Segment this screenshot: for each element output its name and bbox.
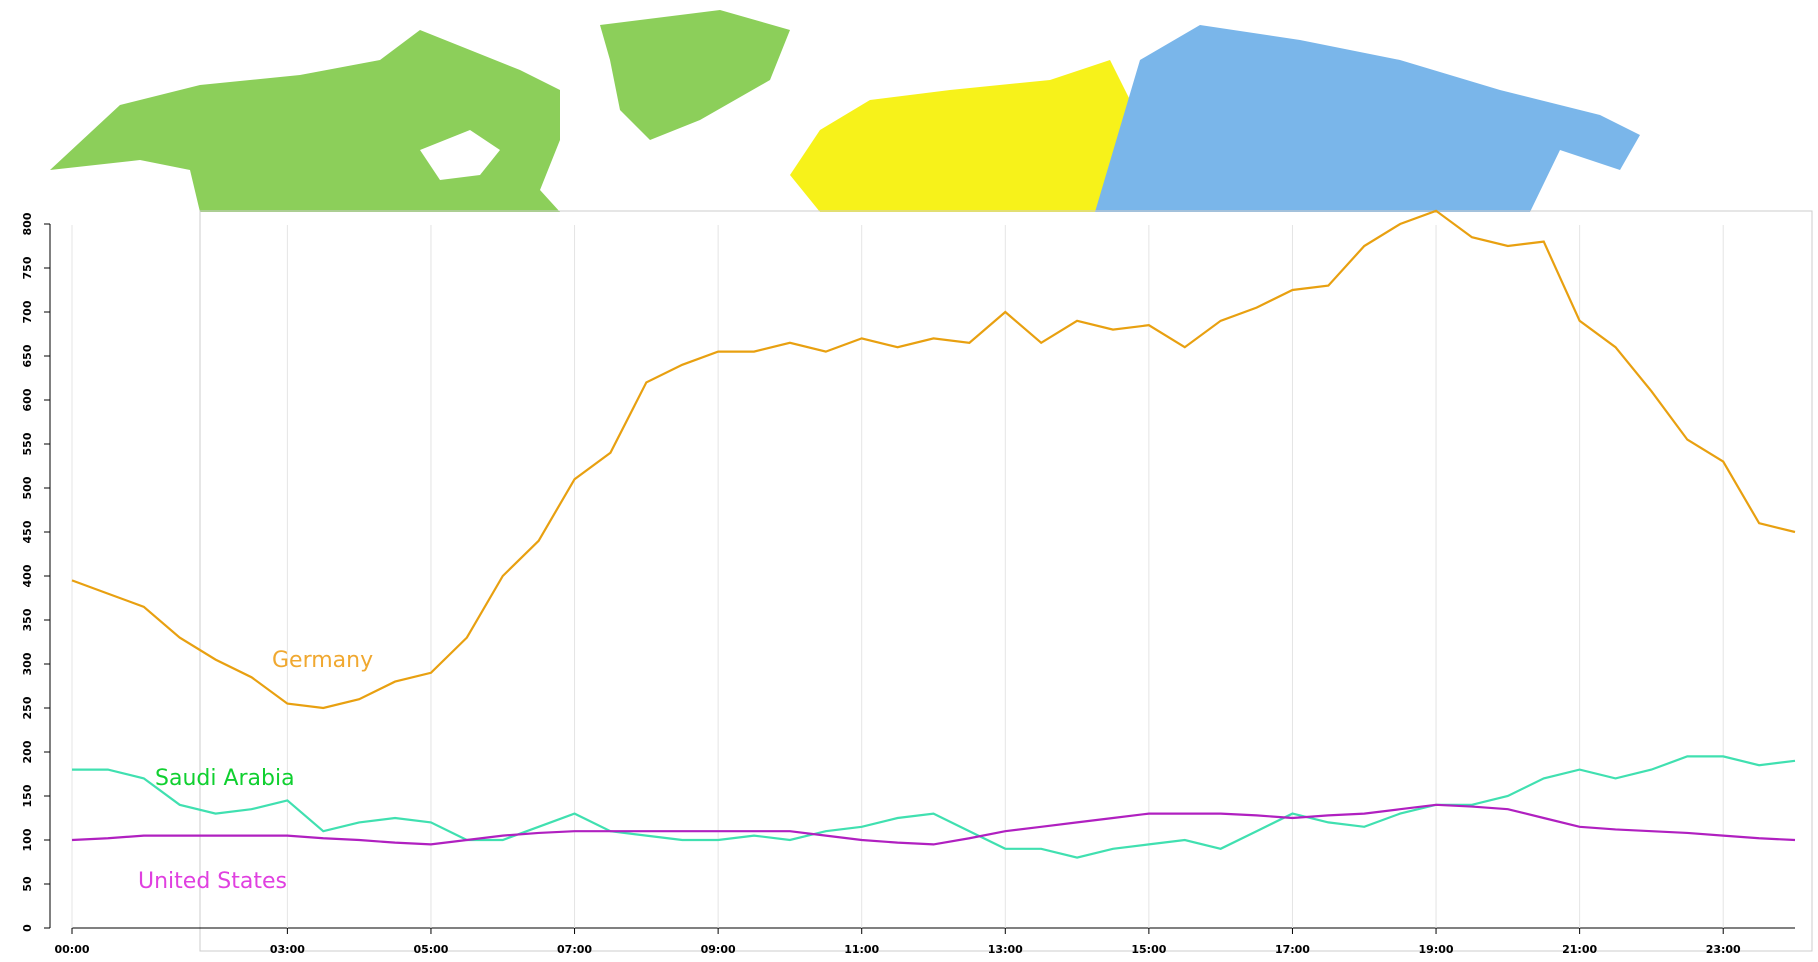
series-line	[71, 209, 1796, 710]
x-tick-label: 17:00	[1275, 943, 1310, 956]
y-tick-label: 700	[21, 300, 34, 323]
x-tick-label: 07:00	[557, 943, 592, 956]
y-tick-label: 100	[21, 828, 34, 851]
series-label: United States	[138, 869, 287, 894]
x-tick-label: 03:00	[270, 943, 305, 956]
y-tick-label: 750	[21, 256, 34, 279]
x-tick-label: 21:00	[1562, 943, 1597, 956]
y-tick-label: 650	[21, 344, 34, 367]
x-tick-label: 15:00	[1131, 943, 1166, 956]
plot-frame	[199, 210, 1813, 952]
y-tick-label: 500	[21, 476, 34, 499]
y-tick-label: 400	[21, 564, 34, 587]
y-tick-label: 300	[21, 652, 34, 675]
y-tick-label: 800	[21, 212, 34, 235]
y-tick-label: 0	[21, 924, 34, 932]
world-map	[50, 10, 1640, 212]
series-label: Saudi Arabia	[155, 766, 295, 791]
y-tick-label: 250	[21, 696, 34, 719]
y-tick-label: 200	[21, 740, 34, 763]
y-tick-label: 550	[21, 432, 34, 455]
x-tick-label: 13:00	[988, 943, 1023, 956]
y-tick-label: 150	[21, 784, 34, 807]
series-label: Germany	[272, 648, 373, 673]
series-line	[72, 755, 1796, 859]
x-tick-label: 11:00	[844, 943, 879, 956]
x-tick-label: 19:00	[1419, 943, 1454, 956]
series-line	[71, 803, 1796, 846]
y-tick-label: 350	[21, 608, 34, 631]
y-tick-label: 600	[21, 388, 34, 411]
y-tick-label: 450	[21, 520, 34, 543]
x-tick-label: 05:00	[413, 943, 448, 956]
x-tick-label: 09:00	[701, 943, 736, 956]
x-tick-label: 00:00	[54, 943, 89, 956]
y-tick-label: 50	[21, 876, 34, 892]
x-tick-label: 23:00	[1706, 943, 1741, 956]
